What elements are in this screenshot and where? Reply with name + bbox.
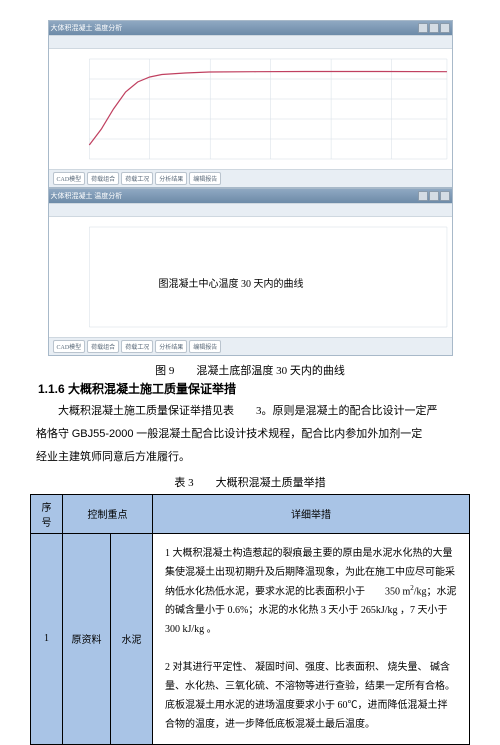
- chart-tab[interactable]: 编辑报告: [189, 172, 221, 185]
- chart-bottom-plot: 图混凝土中心温度 30 天内的曲线: [49, 217, 452, 337]
- section-number: 1.1.6: [38, 382, 65, 396]
- chart-bottombar: CAD模型 荷载组合 荷载工况 分析结果 编辑报告: [49, 337, 452, 355]
- chart-window-bottom: 大体积混凝土 温度分析 图混凝土中心温度 30 天内的曲线 CAD模型 荷载组合…: [48, 188, 453, 356]
- section-heading: 1.1.6 大概积混凝土施工质量保证举措: [38, 380, 470, 397]
- body-paragraph: 大概积混凝土施工质量保证举措见表 3。原则是混凝土的配合比设计一定严: [36, 401, 464, 422]
- cell-focus: 原资料: [63, 533, 111, 744]
- body-paragraph: 格恪守 GBJ55-2000 一般混凝土配合比设计技术规程，配合比内参加外加剂一…: [36, 424, 464, 445]
- col-detail: 详细举措: [153, 494, 470, 533]
- col-no: 序号: [31, 494, 63, 533]
- table-title: 大概积混凝土质量举措: [216, 477, 326, 489]
- chart-window-top: 大体积混凝土 温度分析 CAD模型 荷载组合 荷载工况 分析结果: [48, 20, 453, 188]
- chart-tab[interactable]: 荷载工况: [121, 340, 153, 353]
- chart-tab[interactable]: CAD模型: [53, 340, 86, 353]
- maximize-button[interactable]: [429, 23, 439, 33]
- body-paragraph: 经业主建筑师同意后方准履行。: [36, 447, 464, 468]
- chart-title: 大体积混凝土 温度分析: [51, 191, 123, 201]
- chart-tab[interactable]: 分析结果: [155, 340, 187, 353]
- table-label: 表 3: [174, 477, 193, 489]
- col-focus: 控制重点: [63, 494, 153, 533]
- chart-toolbar: [49, 35, 452, 49]
- chart-titlebar: 大体积混凝土 温度分析: [49, 189, 452, 203]
- chart-top-plot: [49, 49, 452, 169]
- section-title: 大概积混凝土施工质量保证举措: [68, 382, 236, 396]
- figure-caption: 图 9 混凝土底部温度 30 天内的曲线: [30, 362, 470, 378]
- chart-tab[interactable]: 编辑报告: [189, 340, 221, 353]
- table-header-row: 序号 控制重点 详细举措: [31, 494, 470, 533]
- close-button[interactable]: [440, 191, 450, 201]
- table-caption: 表 3 大概积混凝土质量举措: [30, 474, 470, 490]
- minimize-button[interactable]: [418, 191, 428, 201]
- chart-tab[interactable]: 荷载工况: [121, 172, 153, 185]
- chart-title: 大体积混凝土 温度分析: [51, 23, 123, 33]
- chart-tab[interactable]: 分析结果: [155, 172, 187, 185]
- chart-bottombar: CAD模型 荷载组合 荷载工况 分析结果 编辑报告: [49, 169, 452, 187]
- cell-sub: 水泥: [111, 533, 153, 744]
- chart-toolbar: [49, 203, 452, 217]
- minimize-button[interactable]: [418, 23, 428, 33]
- maximize-button[interactable]: [429, 191, 439, 201]
- figure-text: 混凝土底部温度 30 天内的曲线: [196, 365, 345, 377]
- quality-table: 序号 控制重点 详细举措 1 原资料 水泥 1 大概积混凝土构造惹起的裂痕最主要…: [30, 494, 470, 745]
- chart-tab[interactable]: 荷载组合: [87, 340, 119, 353]
- chart-tab[interactable]: CAD模型: [53, 172, 86, 185]
- chart-annotation: 图混凝土中心温度 30 天内的曲线: [159, 275, 304, 290]
- close-button[interactable]: [440, 23, 450, 33]
- chart-tab[interactable]: 荷载组合: [87, 172, 119, 185]
- chart-titlebar: 大体积混凝土 温度分析: [49, 21, 452, 35]
- standard-code: GBJ55-2000: [72, 428, 134, 440]
- cell-no: 1: [31, 533, 63, 744]
- table-row: 1 原资料 水泥 1 大概积混凝土构造惹起的裂痕最主要的原由是水泥水化热的大量集…: [31, 533, 470, 744]
- figure-label: 图 9: [155, 365, 174, 377]
- cell-detail: 1 大概积混凝土构造惹起的裂痕最主要的原由是水泥水化热的大量集使混凝土出现初期升…: [153, 533, 470, 744]
